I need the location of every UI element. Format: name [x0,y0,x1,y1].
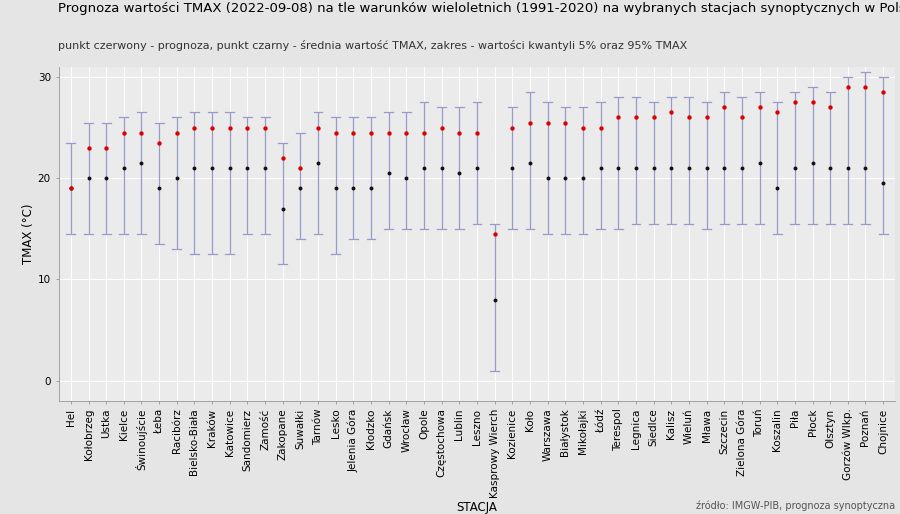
Text: źródło: IMGW-PIB, prognoza synoptyczna: źródło: IMGW-PIB, prognoza synoptyczna [697,501,896,511]
Point [576,123,590,132]
Point [752,103,767,112]
Point [328,128,343,137]
Point [258,164,273,172]
Point [452,128,466,137]
Point [681,113,696,121]
Point [117,128,131,137]
Point [770,184,785,192]
Point [540,118,554,126]
Point [611,164,625,172]
Point [187,123,202,132]
Point [364,184,378,192]
Point [859,83,873,91]
Point [222,164,237,172]
Point [275,205,290,213]
Point [400,128,414,137]
Point [169,128,184,137]
Point [346,184,361,192]
Point [788,164,802,172]
Point [699,113,714,121]
Point [310,159,325,167]
Point [629,164,643,172]
Point [81,174,95,182]
Point [275,154,290,162]
Point [488,296,502,304]
Point [593,164,608,172]
Y-axis label: TMAX (°C): TMAX (°C) [22,204,35,264]
Point [523,159,537,167]
Point [417,164,431,172]
Point [576,174,590,182]
Point [646,113,661,121]
Point [823,103,837,112]
Point [681,164,696,172]
Point [117,164,131,172]
Point [382,128,396,137]
Point [717,103,732,112]
Text: Prognoza wartości TMAX (2022-09-08) na tle warunków wieloletnich (1991-2020) na : Prognoza wartości TMAX (2022-09-08) na t… [58,3,900,15]
Point [400,174,414,182]
Point [258,123,273,132]
Point [717,164,732,172]
Point [435,123,449,132]
Point [187,164,202,172]
Point [470,164,484,172]
Point [346,128,361,137]
Point [841,164,855,172]
Point [593,123,608,132]
Point [664,164,679,172]
Point [770,108,785,117]
Point [328,184,343,192]
Point [646,164,661,172]
Point [205,164,220,172]
Point [99,174,113,182]
Point [523,118,537,126]
Point [806,98,820,106]
Point [240,123,255,132]
Point [806,159,820,167]
Point [364,128,378,137]
Point [64,184,78,192]
Point [505,123,519,132]
Point [823,164,837,172]
Point [152,139,166,147]
Point [240,164,255,172]
Point [382,169,396,177]
Point [505,164,519,172]
Point [841,83,855,91]
Point [470,128,484,137]
Point [435,164,449,172]
Point [169,174,184,182]
Point [734,164,749,172]
Point [99,144,113,152]
Point [222,123,237,132]
Point [558,174,572,182]
Point [488,230,502,238]
Point [293,184,308,192]
Point [540,174,554,182]
Point [859,164,873,172]
Point [64,184,78,192]
Point [205,123,220,132]
Point [664,108,679,117]
Point [876,88,890,96]
Point [734,113,749,121]
Point [417,128,431,137]
Point [134,128,148,137]
Point [452,169,466,177]
X-axis label: STACJA: STACJA [456,501,498,513]
Text: punkt czerwony - prognoza, punkt czarny - średnia wartość TMAX, zakres - wartośc: punkt czerwony - prognoza, punkt czarny … [58,41,688,51]
Point [752,159,767,167]
Point [699,164,714,172]
Point [134,159,148,167]
Point [629,113,643,121]
Point [788,98,802,106]
Point [293,164,308,172]
Point [81,144,95,152]
Point [152,184,166,192]
Point [611,113,625,121]
Point [558,118,572,126]
Point [310,123,325,132]
Point [876,179,890,188]
